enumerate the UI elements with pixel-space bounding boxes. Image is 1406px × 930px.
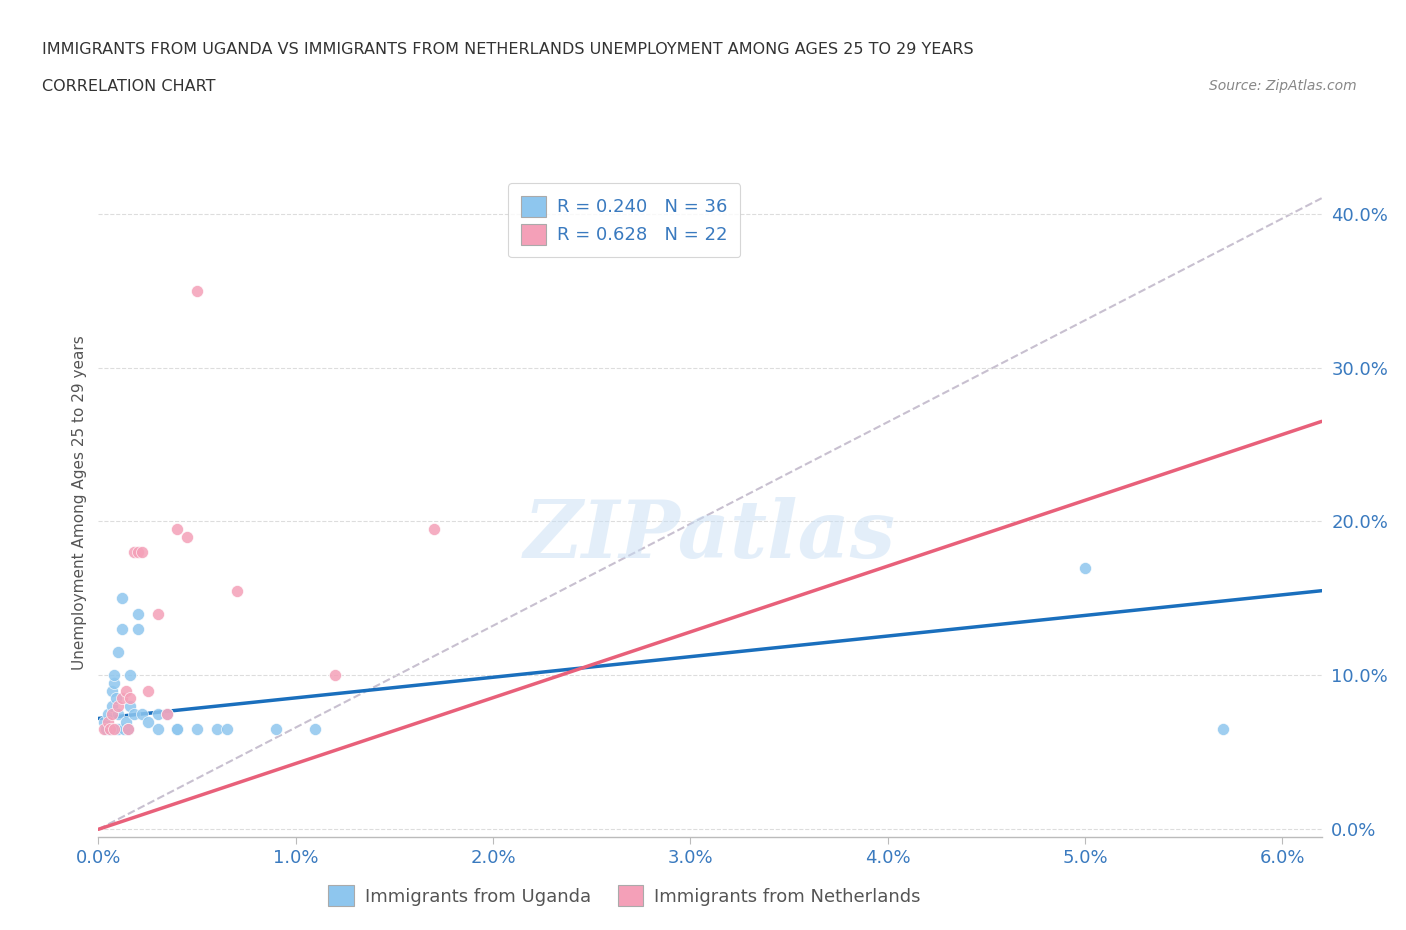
Point [103,675,125,690]
Point [111,691,134,706]
Point [103,668,125,683]
Legend: Immigrants from Uganda, Immigrants from Netherlands: Immigrants from Uganda, Immigrants from … [319,876,929,915]
Point [166,722,188,737]
Point [107,707,129,722]
Point [98,722,121,737]
Point [215,722,238,737]
Point [115,714,138,729]
Point [93,722,115,737]
Point [117,722,139,737]
Text: IMMIGRANTS FROM UGANDA VS IMMIGRANTS FROM NETHERLANDS UNEMPLOYMENT AMONG AGES 25: IMMIGRANTS FROM UGANDA VS IMMIGRANTS FRO… [42,42,974,57]
Point [1212,722,1234,737]
Point [131,707,153,722]
Point [96,722,118,737]
Point [136,684,159,698]
Point [101,707,124,722]
Point [105,691,128,706]
Point [122,707,145,722]
Point [166,722,188,737]
Point [103,722,125,737]
Point [127,622,149,637]
Point [97,714,120,729]
Text: Source: ZipAtlas.com: Source: ZipAtlas.com [1209,79,1357,93]
Point [111,622,134,637]
Point [118,668,141,683]
Point [423,522,446,537]
Point [127,545,149,560]
Text: CORRELATION CHART: CORRELATION CHART [42,79,215,94]
Point [323,668,346,683]
Point [118,698,141,713]
Point [156,707,179,722]
Point [176,529,198,544]
Point [122,545,145,560]
Point [186,722,208,737]
Point [1074,560,1097,575]
Point [115,684,138,698]
Point [111,591,134,605]
Point [93,714,115,729]
Point [127,606,149,621]
Y-axis label: Unemployment Among Ages 25 to 29 years: Unemployment Among Ages 25 to 29 years [72,335,87,670]
Point [304,722,326,737]
Point [146,707,169,722]
Point [101,684,124,698]
Point [225,583,247,598]
Point [131,545,153,560]
Point [107,722,129,737]
Point [205,722,228,737]
Point [112,722,135,737]
Point [107,698,129,713]
Point [146,722,169,737]
Point [156,707,179,722]
Point [101,698,124,713]
Point [146,606,169,621]
Point [98,722,121,737]
Point [264,722,287,737]
Point [107,644,129,659]
Point [117,722,139,737]
Point [118,691,141,706]
Point [186,283,208,298]
Point [136,714,159,729]
Point [97,707,120,722]
Point [166,522,188,537]
Text: ZIPatlas: ZIPatlas [524,497,896,575]
